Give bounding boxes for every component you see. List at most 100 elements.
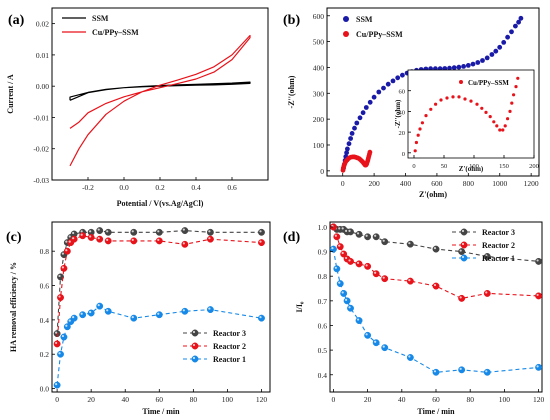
data-point-reactor-2	[347, 257, 354, 265]
data-point-reactor-1-highlight	[61, 334, 65, 338]
data-point-reactor-3-highlight	[382, 239, 385, 242]
data-point-reactor-1-highlight	[408, 355, 411, 358]
panel-a-xtick-label: 0.6	[227, 183, 237, 192]
data-point-reactor-3	[458, 248, 466, 256]
data-point-reactor-2	[63, 247, 71, 255]
data-point-ssm	[480, 58, 485, 63]
panel-b-ytick-label: 500	[313, 38, 325, 47]
data-point-reactor-2	[535, 292, 543, 300]
data-point-reactor-3-highlight	[61, 252, 65, 255]
data-point-reactor-1	[343, 297, 351, 305]
panel-a-xtick-label: 0.4	[191, 183, 201, 192]
panel-b-xtick-label: 200	[368, 179, 380, 188]
data-point-reactor-2	[364, 262, 372, 270]
panel-a-legend: SSM Cu/PPy–SSM	[62, 14, 139, 37]
data-point-reactor-3	[381, 238, 389, 246]
data-point-reactor-3	[355, 230, 363, 238]
panel-c-ytick-label: 0.0	[40, 385, 50, 394]
legend-marker-reactor-3-highlight	[192, 330, 196, 334]
data-point-reactor-2-highlight	[334, 234, 337, 237]
data-point-reactor-2	[336, 243, 344, 251]
panel-c-ylabel: HA removal efficiency / %	[9, 262, 18, 352]
panel-b-ytick-label: 600	[313, 12, 325, 21]
panel-b-ytick-label: 100	[313, 141, 325, 150]
data-point-reactor-1-highlight	[72, 316, 75, 319]
panel-d: (d) 0 20 40 60 80 100 120 0.4 0.5 0.6 0.7 0.8 0.9 1.0…	[283, 221, 544, 416]
legend-marker-reactor-3-highlight	[461, 229, 465, 233]
data-point-reactor-2-highlight	[374, 271, 377, 274]
data-point-reactor-1-highlight	[485, 370, 488, 373]
data-point-ssm	[371, 94, 377, 100]
legend-marker-reactor-2	[191, 342, 199, 350]
data-point-reactor-3-highlight	[433, 247, 437, 250]
panel-c-xlabel: Time / min	[142, 407, 180, 416]
data-point-reactor-2-highlight	[356, 261, 360, 264]
data-point-reactor-1-highlight	[536, 365, 539, 368]
data-point-reactor-1	[130, 314, 138, 322]
data-point-reactor-3	[130, 228, 138, 236]
panel-a-label: (a)	[8, 13, 25, 28]
legend-marker-reactor-1-highlight	[192, 356, 196, 360]
inset-data-point	[424, 114, 428, 118]
data-point-reactor-1	[381, 344, 389, 352]
data-point-reactor-2-highlight	[58, 295, 61, 298]
panel-d-ytick-label: 0.6	[318, 321, 328, 330]
data-point-reactor-2-highlight	[382, 276, 385, 279]
panel-d-ytick-label: 0.8	[318, 272, 328, 281]
data-point-ssm	[493, 48, 499, 54]
data-point-reactor-1-highlight	[459, 367, 462, 370]
panel-c-ytick-label: 0.2	[40, 350, 50, 359]
data-point-reactor-1-highlight	[331, 247, 334, 250]
data-point-reactor-2	[432, 282, 440, 290]
data-point-ssm	[376, 89, 382, 95]
data-point-ssm	[497, 44, 503, 50]
panel-b-xlabel: Z'(ohm)	[419, 190, 447, 199]
data-point-reactor-3	[372, 233, 380, 241]
panel-d-ytick-label: 0.5	[318, 346, 328, 355]
data-point-ssm	[513, 23, 518, 29]
data-point-reactor-3	[206, 228, 214, 236]
data-point-reactor-2-highlight	[80, 233, 83, 236]
data-point-reactor-1	[336, 280, 344, 288]
panel-a-xlabel: Potential / V(vs.Ag/AgCl)	[117, 199, 204, 208]
data-point-reactor-1	[79, 311, 87, 319]
panel-d-xtick-label: 60	[432, 395, 440, 404]
panel-c-xtick-label: 20	[87, 395, 95, 404]
data-point-reactor-1	[355, 317, 363, 325]
data-point-ssm	[385, 81, 391, 87]
data-point-ssm	[516, 19, 521, 25]
inset-data-point	[414, 140, 418, 145]
data-point-reactor-2-highlight	[65, 249, 68, 252]
inset-ytick-label: 20	[399, 130, 406, 137]
data-point-reactor-3-highlight	[68, 235, 71, 238]
data-point-reactor-2-highlight	[348, 259, 351, 262]
data-point-reactor-3-highlight	[459, 249, 462, 252]
data-point-reactor-3-highlight	[348, 229, 351, 232]
data-point-reactor-3	[364, 233, 372, 241]
data-point-reactor-2	[57, 294, 64, 302]
inset-xtick-label: 100	[469, 163, 479, 170]
data-point-reactor-1-highlight	[89, 310, 92, 314]
data-point-ssm	[346, 141, 352, 147]
inset-data-point	[480, 106, 484, 110]
inset-data-point	[492, 120, 496, 124]
legend-label-cuppy: Cu/PPy–SSM	[92, 28, 139, 37]
inset-data-point	[451, 95, 455, 99]
data-point-reactor-1-highlight	[382, 345, 385, 348]
legend-label-reactor-2: Reactor 2	[482, 241, 515, 250]
data-point-ssm	[470, 61, 476, 67]
panel-b-xtick-label: 400	[400, 179, 412, 188]
series-line-reactor-1	[56, 305, 262, 386]
data-point-reactor-2	[96, 235, 104, 243]
inset-ylabel: -Z''(ohm)	[394, 99, 402, 128]
panel-c-xtick-label: 100	[222, 395, 234, 404]
data-point-reactor-2-highlight	[331, 224, 334, 228]
panel-b-ytick-label: 0	[320, 167, 324, 176]
legend-label-reactor-1: Reactor 1	[213, 355, 246, 364]
data-point-cuppy	[367, 149, 373, 155]
inset-data-point	[416, 133, 420, 137]
data-point-reactor-3-highlight	[72, 231, 75, 235]
data-point-reactor-2-highlight	[208, 237, 211, 240]
panel-a-xtick-label: -0.2	[82, 183, 94, 192]
